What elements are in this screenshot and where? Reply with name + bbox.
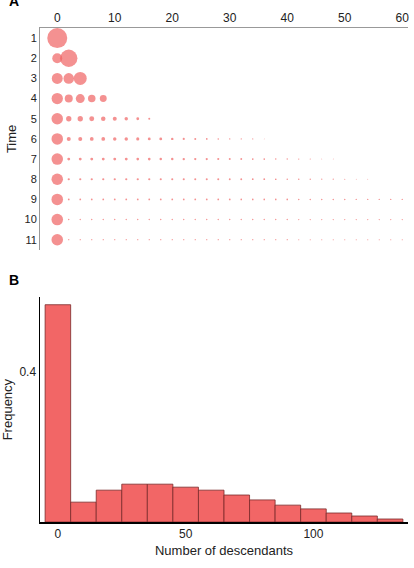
svg-text:0: 0 <box>54 11 61 25</box>
svg-text:2: 2 <box>31 52 37 64</box>
svg-text:11: 11 <box>25 234 36 246</box>
svg-text:50: 50 <box>338 11 352 25</box>
svg-text:30: 30 <box>223 11 237 25</box>
svg-text:9: 9 <box>31 193 37 205</box>
svg-text:10: 10 <box>108 11 122 25</box>
svg-text:5: 5 <box>31 113 37 125</box>
svg-text:Number of descendants: Number of descendants <box>155 543 294 558</box>
svg-text:60: 60 <box>396 11 410 25</box>
svg-text:20: 20 <box>166 11 180 25</box>
svg-text:Time: Time <box>4 125 19 153</box>
svg-text:0: 0 <box>55 527 62 541</box>
svg-text:1: 1 <box>31 32 37 44</box>
svg-text:40: 40 <box>281 11 295 25</box>
svg-text:Frequency: Frequency <box>0 378 15 440</box>
svg-text:50: 50 <box>179 527 193 541</box>
svg-text:3: 3 <box>31 72 37 84</box>
svg-text:8: 8 <box>31 173 37 185</box>
svg-text:7: 7 <box>31 153 37 165</box>
svg-text:10: 10 <box>25 213 37 225</box>
svg-text:0.4: 0.4 <box>19 365 36 379</box>
svg-text:4: 4 <box>31 92 37 104</box>
svg-text:A: A <box>9 0 19 9</box>
svg-text:B: B <box>9 272 19 288</box>
svg-text:6: 6 <box>31 133 37 145</box>
svg-text:100: 100 <box>303 527 323 541</box>
